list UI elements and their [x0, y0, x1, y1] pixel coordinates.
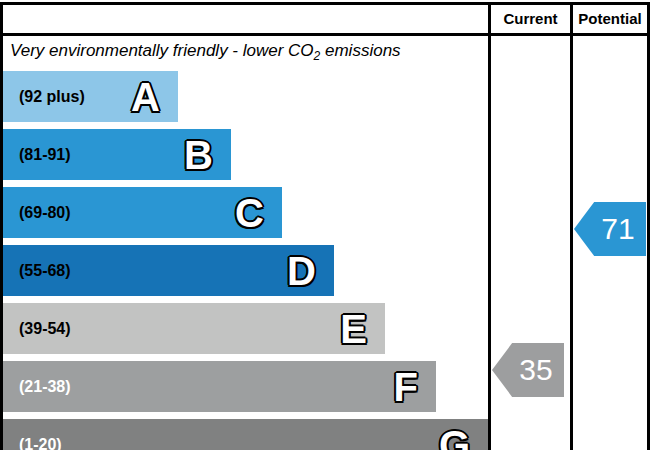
band-letter: F	[394, 367, 418, 407]
band-range-label: (55-68)	[3, 262, 71, 280]
potential-column-header: Potential	[573, 10, 647, 27]
band-range-label: (69-80)	[3, 204, 71, 222]
potential-rating-arrow: 71	[574, 202, 646, 256]
band-letter: C	[235, 193, 264, 233]
current-rating-arrow: 35	[492, 343, 564, 397]
current-column-line	[488, 2, 491, 450]
band-letter: G	[439, 425, 470, 450]
border-top	[0, 2, 650, 5]
band-range-label: (39-54)	[3, 320, 71, 338]
potential-column-line	[570, 2, 573, 450]
band-letter: A	[131, 77, 160, 117]
chart-title: Very environmentally friendly - lower CO…	[10, 41, 401, 63]
band-row-F: (21-38) F	[3, 361, 436, 412]
chart-title-text-end: emissions	[320, 41, 400, 60]
band-letter: D	[287, 251, 316, 291]
band-row-E: (39-54) E	[3, 303, 385, 354]
chart-title-text: Very environmentally friendly - lower CO	[10, 41, 314, 60]
band-row-G: (1-20) G	[3, 419, 488, 450]
band-range-label: (81-91)	[3, 146, 71, 164]
band-range-label: (21-38)	[3, 378, 71, 396]
epc-co2-rating-chart: Current Potential Very environmentally f…	[0, 0, 650, 450]
band-letter: B	[184, 135, 213, 175]
band-row-B: (81-91) B	[3, 129, 231, 180]
band-range-label: (92 plus)	[3, 88, 85, 106]
header-divider-line	[0, 33, 650, 36]
current-rating-value: 35	[519, 353, 552, 387]
band-letter: E	[340, 309, 367, 349]
band-range-label: (1-20)	[3, 436, 62, 450]
current-column-header: Current	[491, 10, 570, 27]
band-row-D: (55-68) D	[3, 245, 334, 296]
band-row-C: (69-80) C	[3, 187, 282, 238]
potential-rating-value: 71	[601, 212, 634, 246]
band-row-A: (92 plus) A	[3, 71, 178, 122]
